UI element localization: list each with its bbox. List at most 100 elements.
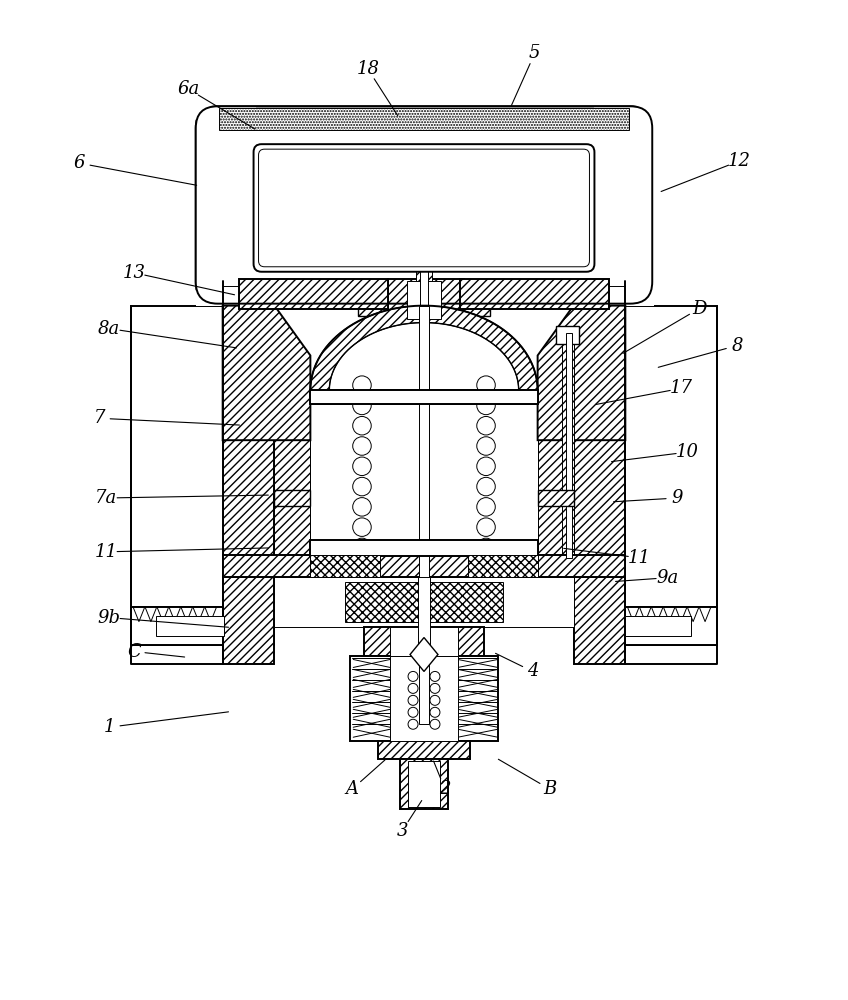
- Text: 7a: 7a: [95, 489, 117, 507]
- Bar: [275, 577, 573, 627]
- Bar: [238, 279, 388, 309]
- Bar: [275, 490, 310, 506]
- Text: A: A: [346, 780, 359, 798]
- Circle shape: [408, 671, 418, 681]
- Circle shape: [353, 396, 371, 415]
- Bar: [345, 582, 425, 622]
- Circle shape: [353, 416, 371, 435]
- Circle shape: [477, 437, 495, 455]
- Circle shape: [477, 396, 495, 415]
- Bar: [219, 108, 629, 130]
- Bar: [625, 306, 717, 607]
- Text: 10: 10: [676, 443, 699, 461]
- Circle shape: [408, 719, 418, 729]
- Text: 13: 13: [122, 264, 146, 282]
- Text: C: C: [127, 643, 141, 661]
- Bar: [131, 306, 223, 607]
- Bar: [310, 390, 538, 404]
- Circle shape: [430, 695, 440, 705]
- Bar: [460, 279, 610, 309]
- FancyBboxPatch shape: [196, 106, 652, 304]
- Text: 17: 17: [670, 379, 693, 397]
- Circle shape: [408, 695, 418, 705]
- FancyBboxPatch shape: [254, 144, 594, 272]
- Bar: [390, 627, 458, 656]
- Text: 18: 18: [357, 60, 380, 78]
- Circle shape: [430, 719, 440, 729]
- Circle shape: [408, 707, 418, 717]
- Polygon shape: [538, 306, 625, 440]
- Text: 9a: 9a: [656, 569, 678, 587]
- Bar: [468, 555, 538, 577]
- Circle shape: [477, 538, 495, 557]
- Text: 7: 7: [93, 409, 105, 427]
- Bar: [408, 761, 440, 807]
- Text: 8: 8: [731, 337, 743, 355]
- Bar: [418, 577, 430, 656]
- Circle shape: [477, 477, 495, 496]
- Bar: [416, 259, 432, 314]
- Bar: [388, 279, 464, 321]
- Text: D: D: [692, 300, 706, 318]
- Circle shape: [353, 538, 371, 557]
- Text: 9b: 9b: [98, 609, 120, 627]
- Bar: [310, 540, 538, 556]
- Bar: [223, 306, 275, 645]
- Bar: [625, 616, 691, 636]
- Circle shape: [477, 416, 495, 435]
- Bar: [223, 555, 625, 577]
- Bar: [149, 324, 223, 593]
- Text: 6: 6: [74, 154, 85, 172]
- Bar: [364, 627, 484, 656]
- Bar: [198, 128, 258, 298]
- Text: B: B: [543, 780, 556, 798]
- Text: 11: 11: [628, 549, 650, 567]
- Polygon shape: [223, 306, 310, 440]
- Bar: [460, 286, 490, 316]
- Circle shape: [353, 376, 371, 394]
- Polygon shape: [594, 106, 655, 306]
- Text: 11: 11: [94, 543, 118, 561]
- Text: 4: 4: [527, 662, 538, 680]
- Bar: [358, 286, 388, 316]
- Circle shape: [353, 498, 371, 516]
- Polygon shape: [196, 106, 255, 306]
- FancyBboxPatch shape: [259, 149, 589, 267]
- Circle shape: [477, 376, 495, 394]
- Bar: [407, 281, 441, 319]
- Polygon shape: [410, 638, 438, 671]
- Bar: [423, 582, 503, 622]
- Bar: [223, 577, 275, 664]
- Bar: [538, 355, 573, 555]
- Bar: [625, 607, 717, 645]
- Bar: [419, 306, 429, 724]
- Bar: [566, 333, 572, 558]
- Circle shape: [430, 707, 440, 717]
- Bar: [156, 616, 224, 636]
- Bar: [390, 656, 458, 741]
- Text: 5: 5: [529, 44, 540, 62]
- Circle shape: [477, 457, 495, 476]
- Circle shape: [353, 457, 371, 476]
- Circle shape: [353, 437, 371, 455]
- Circle shape: [353, 477, 371, 496]
- Circle shape: [408, 683, 418, 693]
- Polygon shape: [310, 306, 538, 390]
- Bar: [538, 490, 573, 506]
- Bar: [275, 355, 310, 555]
- Text: 3: 3: [396, 822, 408, 840]
- Text: 2: 2: [439, 780, 450, 798]
- Text: 8a: 8a: [98, 320, 120, 338]
- Text: 12: 12: [728, 152, 750, 170]
- Bar: [400, 759, 448, 809]
- Circle shape: [353, 518, 371, 536]
- Bar: [555, 326, 579, 344]
- Bar: [420, 259, 428, 314]
- Text: 6a: 6a: [177, 80, 200, 98]
- Text: 1: 1: [103, 718, 114, 736]
- Bar: [310, 555, 380, 577]
- Bar: [561, 331, 573, 560]
- Bar: [593, 128, 652, 298]
- Bar: [573, 306, 625, 645]
- Circle shape: [477, 498, 495, 516]
